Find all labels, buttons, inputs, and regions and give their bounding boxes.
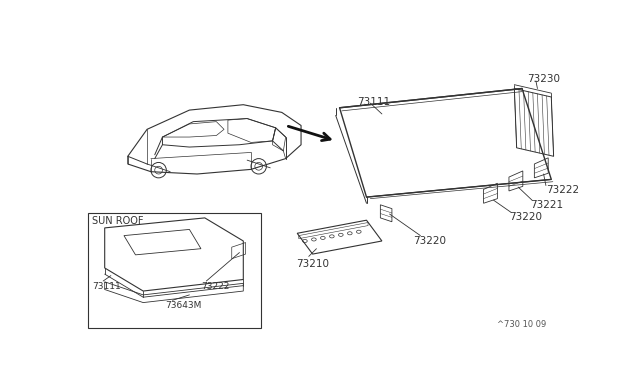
Text: 73220: 73220 xyxy=(509,212,542,222)
Text: 73222: 73222 xyxy=(546,185,579,195)
Text: SUN ROOF: SUN ROOF xyxy=(92,217,143,226)
Text: 73643M: 73643M xyxy=(164,301,201,310)
Text: 73220: 73220 xyxy=(413,235,445,246)
Text: 73111: 73111 xyxy=(92,282,121,291)
Text: 73111: 73111 xyxy=(357,97,390,107)
Text: 73222: 73222 xyxy=(201,282,229,291)
Text: 73230: 73230 xyxy=(527,74,559,84)
Text: 73210: 73210 xyxy=(296,259,329,269)
Bar xyxy=(88,212,261,328)
Text: ^730 10 09: ^730 10 09 xyxy=(497,320,547,329)
Text: 73221: 73221 xyxy=(530,200,563,210)
